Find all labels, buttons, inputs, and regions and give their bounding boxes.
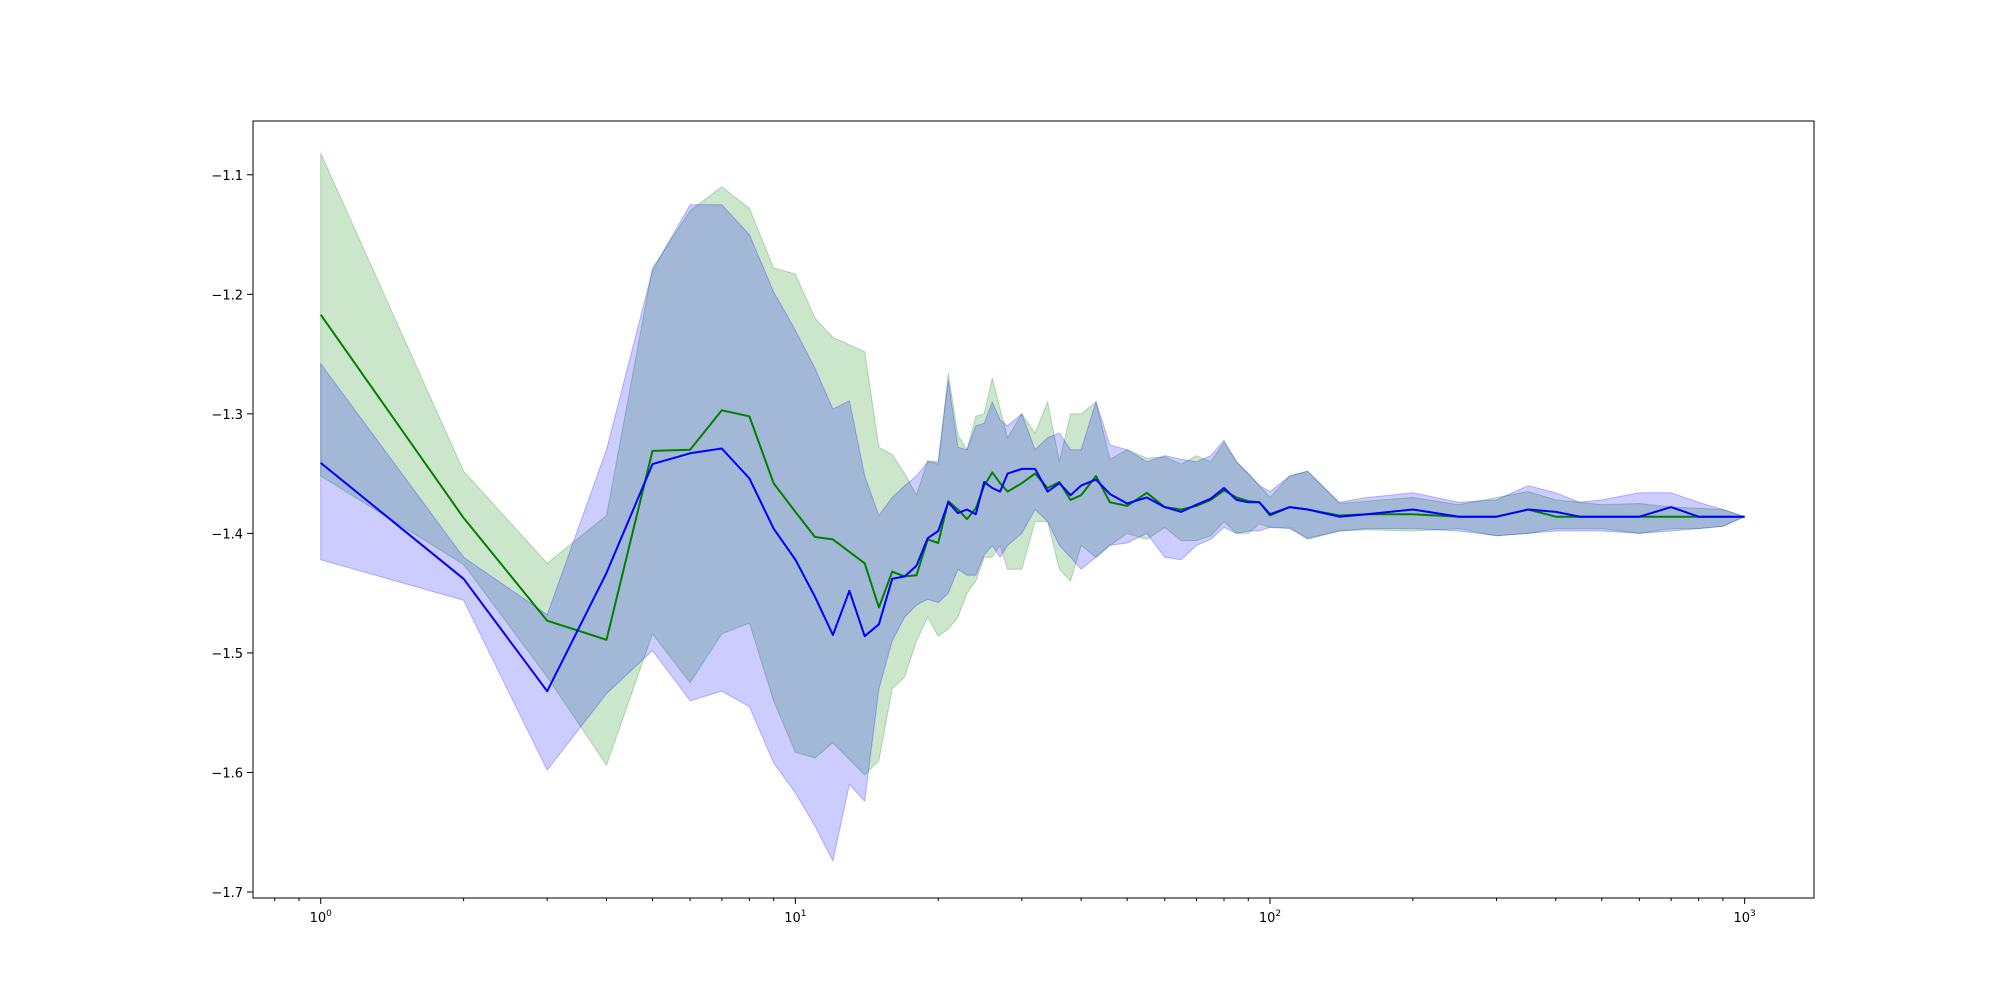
x-tick-base: 10 [784, 911, 801, 926]
y-tick-label: −1.4 [211, 527, 243, 542]
y-tick-label: −1.2 [211, 288, 243, 303]
x-tick-exponent: 1 [801, 909, 807, 919]
x-tick-base: 10 [310, 911, 327, 926]
band-series-1 [320, 153, 1746, 776]
y-tick-label: −1.3 [211, 408, 243, 423]
y-axis: −1.1 −1.2 −1.3 −1.4 −1.5 −1.6 −1.7 [211, 169, 253, 901]
series-lines [319, 314, 1745, 693]
y-tick-label: −1.6 [211, 766, 243, 781]
x-tick-base: 10 [1259, 911, 1276, 926]
y-tick-label: −1.7 [211, 886, 243, 901]
y-tick-label: −1.5 [211, 647, 243, 662]
band-series-2 [320, 204, 1746, 863]
x-axis: 100 101 102 103 [274, 898, 1756, 926]
x-tick-label: 103 [1734, 909, 1756, 926]
x-tick-label: 102 [1259, 909, 1281, 926]
line-series-2 [320, 447, 1745, 693]
x-tick-label: 100 [310, 909, 333, 926]
plot-frame [252, 120, 1815, 899]
x-tick-label: 101 [784, 909, 806, 926]
x-tick-exponent: 0 [326, 909, 332, 919]
y-tick-label: −1.1 [211, 169, 243, 184]
x-tick-exponent: 3 [1750, 909, 1756, 919]
confidence-bands [320, 153, 1746, 863]
x-tick-exponent: 2 [1275, 909, 1281, 919]
x-tick-base: 10 [1734, 911, 1751, 926]
